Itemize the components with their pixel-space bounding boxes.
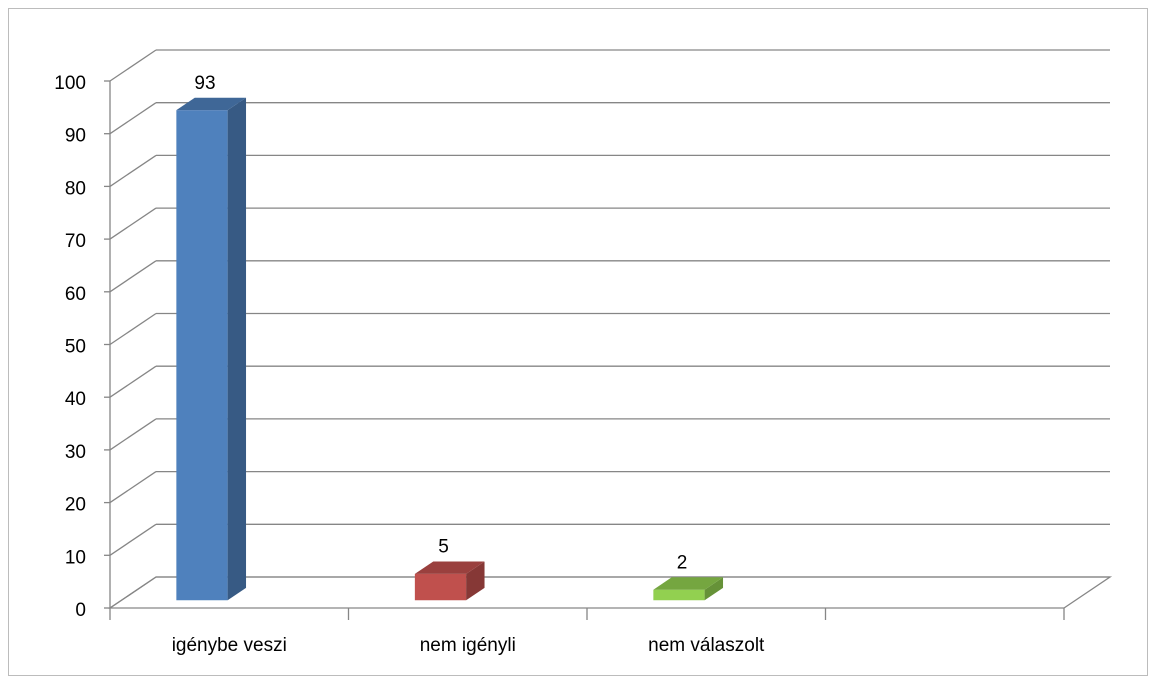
y-tick-label: 10 xyxy=(65,547,86,568)
grid-line xyxy=(109,312,157,346)
data-label: 2 xyxy=(677,552,688,573)
grid-line xyxy=(109,260,157,293)
bar xyxy=(176,110,228,601)
y-tick-label: 100 xyxy=(54,73,86,94)
grid-line xyxy=(109,471,157,504)
y-tick-label: 0 xyxy=(75,600,86,621)
bar-side xyxy=(466,561,485,601)
bar-top xyxy=(414,561,485,574)
grid-line xyxy=(109,102,157,135)
bar-side xyxy=(704,577,724,601)
y-tick-label: 40 xyxy=(65,389,86,410)
y-tick-label: 90 xyxy=(65,126,86,147)
bar-top xyxy=(176,97,247,111)
y-tick-label: 30 xyxy=(65,442,86,463)
x-tick-label: nem igényli xyxy=(420,635,516,656)
bar-top xyxy=(653,577,724,590)
grid-line xyxy=(109,418,157,451)
grid-line xyxy=(109,576,157,609)
y-tick-label: 80 xyxy=(65,178,86,199)
grid-line xyxy=(109,154,157,187)
x-tick-label: igénybe veszi xyxy=(172,635,287,656)
grid-line xyxy=(109,49,157,82)
grid-line xyxy=(109,365,157,398)
bar-side xyxy=(227,97,247,601)
bar xyxy=(653,589,705,601)
y-tick-label: 20 xyxy=(65,495,86,516)
grid-line xyxy=(109,207,157,240)
y-tick-label: 70 xyxy=(65,231,86,252)
bar xyxy=(414,573,467,601)
data-label: 93 xyxy=(194,73,215,94)
data-label: 5 xyxy=(438,537,449,558)
x-tick-label: nem válaszolt xyxy=(648,635,765,656)
y-tick-label: 60 xyxy=(65,284,86,305)
y-tick-label: 50 xyxy=(65,337,86,358)
grid-line xyxy=(109,523,157,556)
